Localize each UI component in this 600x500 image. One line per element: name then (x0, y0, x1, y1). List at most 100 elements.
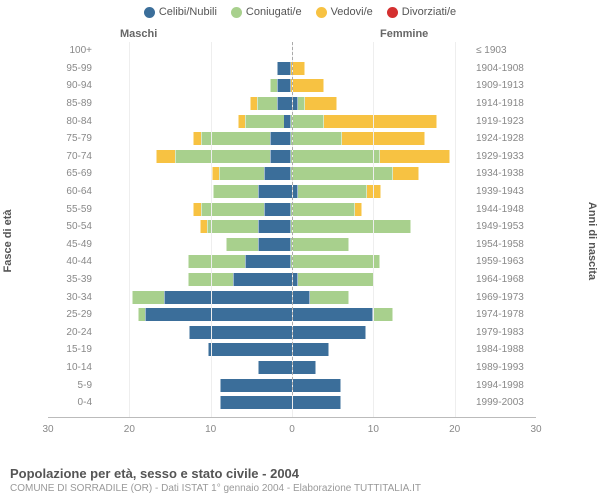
plot-area: 100+ ≤ 1903 95-99 1904-1908 90-94 1909-1… (48, 42, 536, 418)
bar-seg (258, 220, 284, 233)
x-tick: 30 (42, 424, 53, 435)
x-tick: 20 (124, 424, 135, 435)
bar-seg (291, 150, 380, 163)
bar-seg (175, 150, 270, 163)
legend: Celibi/NubiliConiugati/eVedovi/eDivorzia… (0, 0, 600, 18)
age-label: 25-29 (48, 309, 96, 320)
bar-seg (284, 132, 291, 145)
bar-seg (291, 79, 323, 92)
bar-seg (284, 203, 291, 216)
birth-label: 1974-1978 (472, 309, 536, 320)
age-label: 5-9 (48, 380, 96, 391)
bar-seg (284, 291, 310, 304)
bar-seg (310, 291, 349, 304)
bar-seg (342, 132, 424, 145)
age-label: 75-79 (48, 133, 96, 144)
chart: Fasce di età Anni di nascita 100+ ≤ 1903… (0, 42, 600, 440)
age-label: 90-94 (48, 80, 96, 91)
bar-seg (393, 167, 419, 180)
legend-item: Divorziati/e (387, 6, 456, 18)
birth-label: 1914-1918 (472, 98, 536, 109)
bar-seg (284, 79, 291, 92)
birth-label: 1944-1948 (472, 204, 536, 215)
birth-label: 1954-1958 (472, 239, 536, 250)
age-label: 20-24 (48, 327, 96, 338)
chart-subtitle: COMUNE DI SORRADILE (OR) - Dati ISTAT 1°… (10, 483, 590, 494)
birth-label: ≤ 1903 (472, 45, 536, 56)
bar-seg (305, 97, 337, 110)
bar-seg (373, 308, 393, 321)
age-label: 15-19 (48, 344, 96, 355)
age-label: 50-54 (48, 221, 96, 232)
bar-seg (298, 185, 368, 198)
bar-seg (291, 62, 305, 75)
bar-seg (284, 326, 366, 339)
bar-seg (291, 132, 342, 145)
bar-seg (284, 150, 291, 163)
age-label: 100+ (48, 45, 96, 56)
bar-seg (380, 150, 450, 163)
bar-seg (258, 238, 284, 251)
bar-seg (245, 115, 284, 128)
age-label: 95-99 (48, 63, 96, 74)
bar-seg (264, 203, 284, 216)
legend-label: Vedovi/e (331, 6, 373, 18)
bar-seg (284, 167, 291, 180)
bar-seg (284, 97, 298, 110)
birth-label: 1979-1983 (472, 327, 536, 338)
bar-seg (270, 150, 284, 163)
age-label: 40-44 (48, 256, 96, 267)
bar-seg (277, 62, 284, 75)
bar-seg (291, 220, 411, 233)
bar-seg (208, 343, 284, 356)
bar-seg (258, 361, 284, 374)
x-tick: 30 (530, 424, 541, 435)
bar-seg (132, 291, 164, 304)
bar-seg (291, 115, 323, 128)
bar-seg (233, 273, 284, 286)
bar-seg (200, 220, 207, 233)
gridline (373, 42, 374, 417)
bar-seg (258, 185, 284, 198)
birth-label: 1934-1938 (472, 168, 536, 179)
bar-seg (193, 132, 200, 145)
bar-seg (284, 62, 291, 75)
x-tick: 0 (289, 424, 295, 435)
bar-seg (219, 167, 264, 180)
bar-seg (291, 203, 355, 216)
birth-label: 1989-1993 (472, 362, 536, 373)
bar-seg (193, 203, 200, 216)
bar-seg (284, 343, 329, 356)
bar-seg (189, 326, 284, 339)
birth-label: 1994-1998 (472, 380, 536, 391)
birth-label: 1999-2003 (472, 397, 536, 408)
legend-item: Celibi/Nubili (144, 6, 217, 18)
bar-seg (284, 273, 298, 286)
legend-label: Divorziati/e (402, 6, 456, 18)
birth-label: 1959-1963 (472, 256, 536, 267)
legend-label: Celibi/Nubili (159, 6, 217, 18)
bar-seg (298, 97, 305, 110)
age-label: 65-69 (48, 168, 96, 179)
bar-seg (291, 238, 348, 251)
birth-label: 1909-1913 (472, 80, 536, 91)
bar-seg (238, 115, 245, 128)
x-tick: 10 (205, 424, 216, 435)
bar-seg (324, 115, 438, 128)
bar-seg (220, 396, 284, 409)
gridline (455, 42, 456, 417)
bar-seg (284, 361, 316, 374)
age-label: 45-49 (48, 239, 96, 250)
swatch-icon (316, 7, 327, 18)
x-axis: 3020100102030 (48, 420, 536, 440)
bar-seg (277, 97, 284, 110)
bar-seg (220, 379, 284, 392)
birth-label: 1924-1928 (472, 133, 536, 144)
bar-seg (145, 308, 284, 321)
bar-seg (270, 132, 284, 145)
age-label: 10-14 (48, 362, 96, 373)
birth-label: 1949-1953 (472, 221, 536, 232)
bar-seg (226, 238, 258, 251)
bar-seg (264, 167, 284, 180)
bar-seg (250, 97, 257, 110)
